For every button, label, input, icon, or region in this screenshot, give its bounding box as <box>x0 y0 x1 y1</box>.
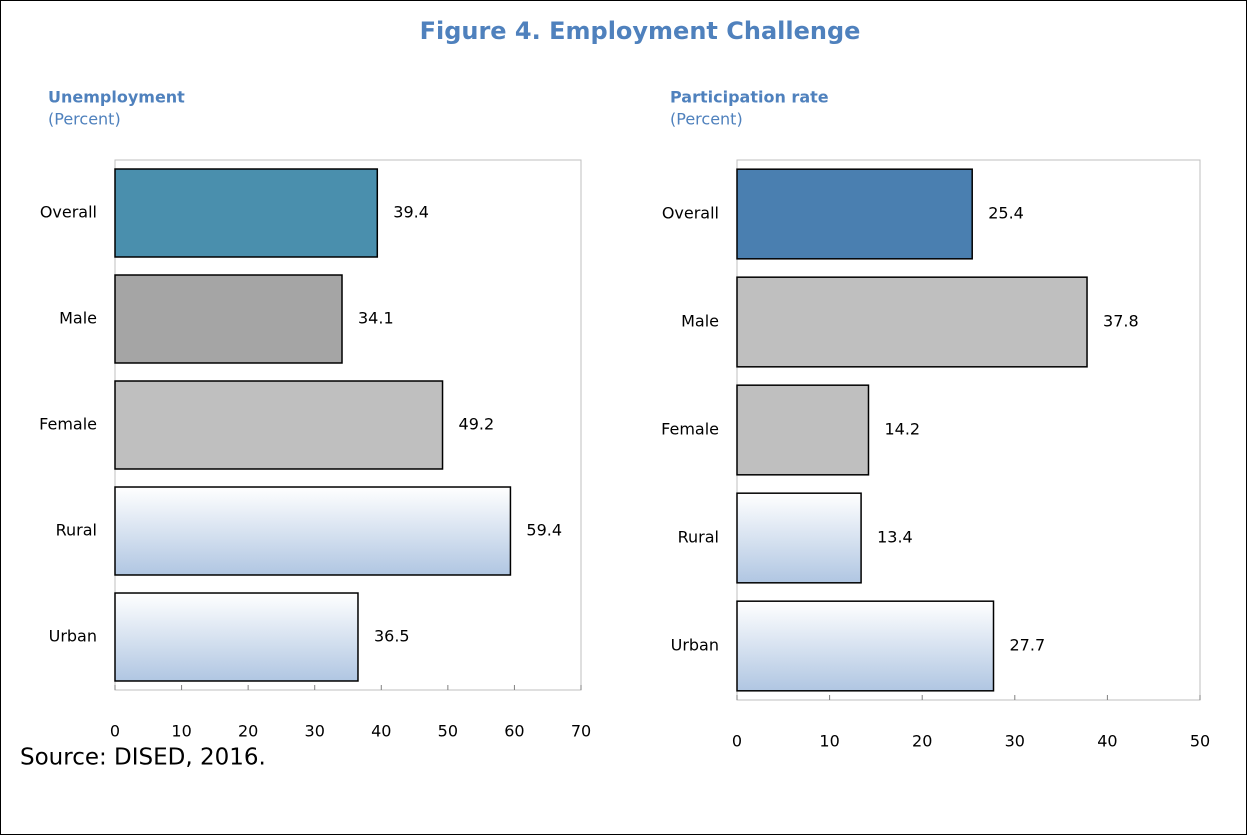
value-label: 36.5 <box>374 627 410 646</box>
x-tick-label: 10 <box>171 722 191 741</box>
value-label: 37.8 <box>1103 312 1139 331</box>
chart-title: Participation rate <box>670 88 829 107</box>
category-label: Female <box>39 415 97 434</box>
bar <box>736 276 1088 368</box>
bar <box>114 486 512 576</box>
value-label: 27.7 <box>1010 636 1046 655</box>
value-label: 13.4 <box>877 528 913 547</box>
value-label: 39.4 <box>393 203 429 222</box>
bar <box>736 600 995 692</box>
bar <box>736 384 870 476</box>
value-label: 49.2 <box>459 415 495 434</box>
x-tick-label: 30 <box>1005 732 1025 751</box>
bar <box>736 492 862 584</box>
x-tick-label: 50 <box>438 722 458 741</box>
chart-subtitle: (Percent) <box>48 110 121 129</box>
value-label: 34.1 <box>358 309 394 328</box>
x-tick-label: 20 <box>912 732 932 751</box>
value-label: 59.4 <box>526 521 562 540</box>
figure-title: Figure 4. Employment Challenge <box>420 17 861 45</box>
chart-title: Unemployment <box>48 88 185 107</box>
category-label: Overall <box>40 203 97 222</box>
x-tick-label: 70 <box>571 722 591 741</box>
source-note: Source: DISED, 2016. <box>20 745 266 771</box>
bar <box>736 168 973 260</box>
bar <box>114 274 343 364</box>
chart-subtitle: (Percent) <box>670 110 743 129</box>
category-label: Urban <box>671 636 719 655</box>
category-label: Male <box>681 312 719 331</box>
category-label: Female <box>661 420 719 439</box>
x-tick-label: 10 <box>819 732 839 751</box>
x-tick-label: 50 <box>1190 732 1210 751</box>
x-tick-label: 0 <box>110 722 120 741</box>
category-label: Rural <box>56 521 97 540</box>
category-label: Urban <box>49 627 97 646</box>
x-tick-label: 20 <box>238 722 258 741</box>
x-tick-label: 30 <box>305 722 325 741</box>
value-label: 25.4 <box>988 204 1024 223</box>
bar <box>114 168 379 258</box>
x-tick-label: 60 <box>504 722 524 741</box>
value-label: 14.2 <box>884 420 920 439</box>
x-tick-label: 40 <box>1097 732 1117 751</box>
x-tick-label: 40 <box>371 722 391 741</box>
bar <box>114 592 359 682</box>
category-label: Male <box>59 309 97 328</box>
category-label: Overall <box>662 204 719 223</box>
bar <box>114 380 444 470</box>
category-label: Rural <box>678 528 719 547</box>
x-tick-label: 0 <box>732 732 742 751</box>
